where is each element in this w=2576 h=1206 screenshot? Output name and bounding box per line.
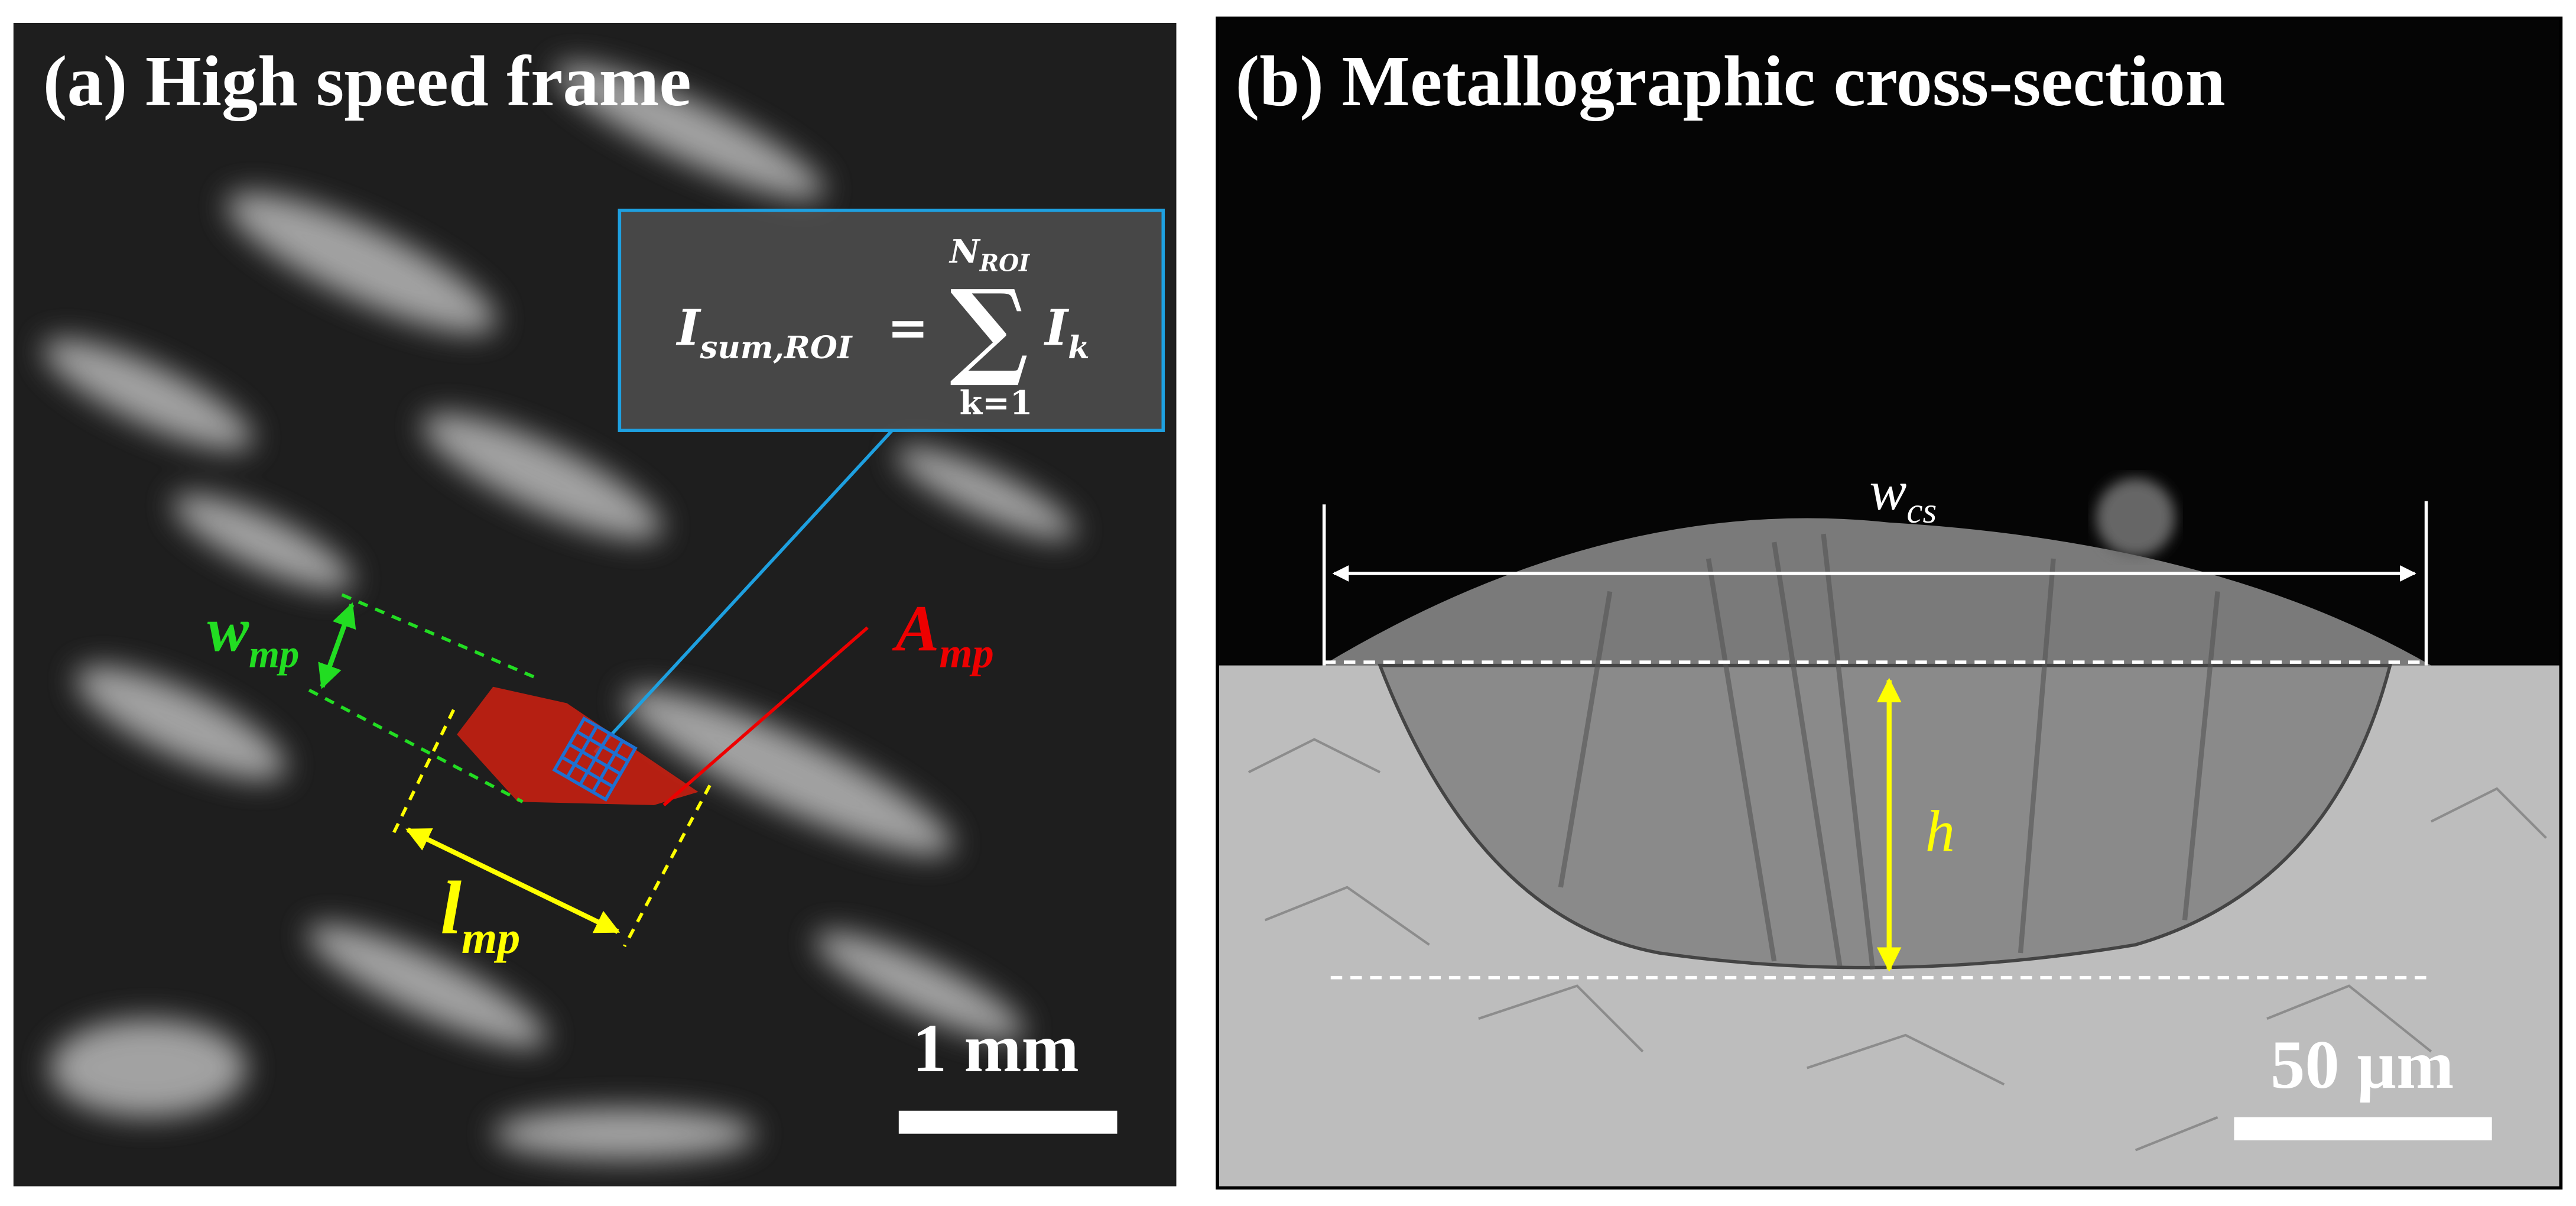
- frame-texture: [43, 63, 1076, 1160]
- width-label: wcs: [1869, 461, 1937, 531]
- length-arrow: [405, 827, 621, 934]
- width-guides: [308, 593, 535, 803]
- roi-connector: [593, 429, 894, 754]
- width-arrow: [318, 602, 356, 689]
- panel-title: (a) High speed frame: [43, 41, 691, 121]
- panel-title: (b) Metallographic cross-section: [1236, 41, 2226, 121]
- scale-bar-label: 50 µm: [2270, 1027, 2454, 1103]
- roi-grid: [552, 716, 638, 802]
- width-label: wmp: [207, 595, 300, 676]
- scale-bar: [898, 1110, 1118, 1134]
- height-label: h: [1925, 799, 1955, 864]
- panel-b: (b) Metallographic cross-section wcs h 5…: [1216, 16, 2563, 1190]
- equation-upper: NROI: [948, 233, 1031, 277]
- length-guides: [389, 709, 712, 948]
- equation-lhs: Isum,ROI: [676, 299, 853, 366]
- area-connector: [662, 626, 869, 806]
- panel-a: (a) High speed frame Isum,ROI = ∑ NROI k…: [13, 22, 1177, 1186]
- equation-box: [618, 208, 1165, 432]
- equation-equals: =: [887, 299, 928, 357]
- area-label: Amp: [892, 593, 993, 677]
- scale-bar-label: 1 mm: [912, 1010, 1079, 1087]
- equation-term: Ik: [1044, 299, 1090, 366]
- equation-sum: ∑: [950, 266, 1029, 390]
- scale-bar: [2234, 1117, 2492, 1140]
- melt-pool-area: [457, 686, 699, 805]
- equation-lower: k=1: [960, 384, 1033, 422]
- length-label: lmp: [440, 866, 520, 963]
